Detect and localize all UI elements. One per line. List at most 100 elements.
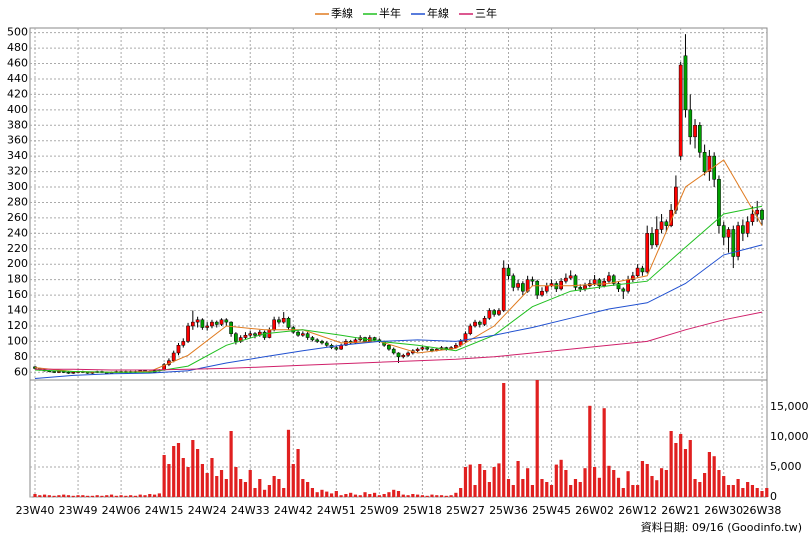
- ma-line: [34, 159, 763, 373]
- volume-bar: [535, 380, 539, 497]
- y-tick-label: 160: [7, 288, 28, 301]
- x-tick-label: 25W18: [403, 504, 442, 517]
- volume-bar: [430, 494, 434, 497]
- volume-bar: [157, 493, 161, 497]
- candle-body: [281, 317, 286, 323]
- volume-bar: [267, 485, 271, 497]
- volume-bar: [679, 434, 683, 497]
- volume-bar: [349, 492, 353, 497]
- candle-body: [320, 341, 324, 344]
- volume-bar: [468, 464, 472, 497]
- volume-bar: [683, 449, 688, 497]
- candle-body: [463, 333, 468, 342]
- volume-bar: [722, 476, 726, 497]
- candle-body: [693, 125, 697, 138]
- candle-body: [669, 209, 673, 226]
- volume-bar: [71, 495, 75, 497]
- volume-bar: [406, 495, 410, 497]
- volume-bar: [368, 494, 372, 497]
- volume-bar: [416, 494, 420, 497]
- volume-bar: [502, 383, 506, 497]
- candle-body: [631, 275, 635, 280]
- volume-bar: [286, 429, 291, 497]
- candle-body: [597, 279, 602, 287]
- y-tick-label: 100: [7, 334, 28, 347]
- candle-body: [482, 317, 487, 325]
- candle-body: [186, 325, 190, 342]
- candle-body: [544, 285, 549, 292]
- candle-body: [57, 371, 61, 373]
- volume-bar: [191, 440, 195, 497]
- candle-body: [717, 179, 721, 226]
- volume-bar: [578, 482, 582, 497]
- volume-bar: [482, 470, 487, 497]
- x-tick-label: 24W24: [188, 504, 227, 517]
- volume-bar: [186, 467, 190, 497]
- volume-bar: [109, 494, 114, 497]
- candle-body: [755, 209, 760, 215]
- candle-body: [71, 372, 76, 374]
- candle-body: [229, 321, 233, 334]
- candle-body: [396, 352, 401, 358]
- candle-body: [353, 339, 358, 344]
- volume-bar: [741, 488, 745, 497]
- volume-bar: [387, 492, 391, 497]
- volume-bar: [420, 495, 425, 497]
- volume-bar: [196, 449, 200, 497]
- candle-body: [607, 275, 611, 282]
- volume-bar: [86, 495, 90, 497]
- candle-body: [286, 317, 291, 328]
- candle-body: [406, 352, 410, 356]
- volume-bar: [454, 492, 458, 497]
- candle-body: [521, 283, 525, 292]
- candle-body: [210, 321, 214, 327]
- candle-body: [190, 321, 195, 327]
- candle-body: [583, 285, 587, 290]
- volume-bar: [459, 488, 463, 497]
- volume-bar: [363, 492, 367, 497]
- candle-body: [678, 64, 683, 157]
- volume-bar: [650, 476, 654, 497]
- volume-bar: [377, 495, 381, 497]
- legend-label: 半年: [379, 6, 401, 20]
- candle-body: [243, 334, 248, 338]
- volume-bar: [296, 449, 300, 497]
- volume-bar: [42, 494, 47, 497]
- y-tick-label: 220: [7, 242, 28, 255]
- volume-bar: [564, 470, 568, 497]
- volume-bar: [473, 485, 477, 497]
- volume-bar: [492, 467, 496, 497]
- volume-bar: [607, 465, 611, 497]
- volume-bar: [215, 476, 219, 497]
- candle-body: [214, 321, 219, 325]
- candle-body: [697, 125, 702, 153]
- volume-bar: [655, 480, 659, 497]
- candle-body: [85, 372, 90, 374]
- volume-bar: [124, 495, 128, 497]
- y-tick-label: 420: [7, 87, 28, 100]
- x-tick-label: 24W06: [102, 504, 141, 517]
- candle-body: [497, 310, 501, 315]
- candle-body: [200, 319, 205, 328]
- candle-body: [745, 221, 750, 234]
- volume-bar: [62, 494, 66, 497]
- volume-bar: [750, 485, 755, 497]
- candle-body: [750, 213, 755, 223]
- volume-bar: [334, 491, 338, 497]
- volume-bar: [291, 464, 295, 497]
- volume-bar: [81, 495, 85, 497]
- volume-bar: [310, 488, 315, 497]
- volume-bar: [463, 467, 468, 497]
- ma-line: [34, 244, 763, 379]
- volume-bar: [726, 485, 731, 497]
- volume-bar: [664, 470, 668, 497]
- candle-body: [415, 348, 420, 351]
- x-tick-label: 24W51: [317, 504, 356, 517]
- candle-body: [626, 279, 630, 292]
- candle-body: [90, 372, 95, 374]
- volume-bar: [717, 470, 721, 497]
- volume-bar: [588, 405, 592, 497]
- y-tick-label: 340: [7, 149, 28, 162]
- volume-bar: [339, 495, 343, 497]
